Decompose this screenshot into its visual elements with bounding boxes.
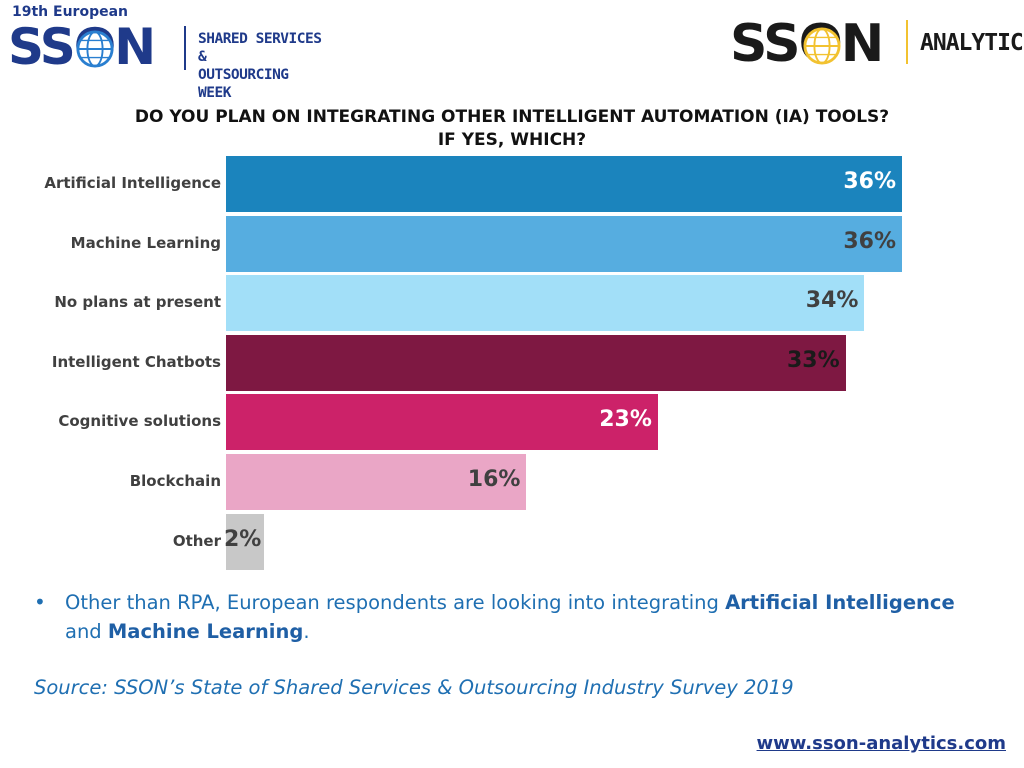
category-label: Artificial Intelligence: [44, 174, 221, 192]
category-label: Blockchain: [129, 472, 221, 490]
insight-middle: and: [65, 620, 108, 643]
bar: [226, 513, 264, 570]
bar: [226, 156, 902, 212]
bar: [226, 275, 865, 332]
insight-bold-ml: Machine Learning: [107, 620, 304, 643]
insight-bold-ai: Artificial Intelligence: [725, 591, 955, 614]
logo-divider: [906, 20, 908, 64]
value-label: 34%: [805, 288, 859, 314]
chart-title-line1: DO YOU PLAN ON INTEGRATING OTHER INTELLI…: [134, 107, 890, 127]
globe-icon: [803, 27, 841, 65]
category-label: Intelligent Chatbots: [51, 352, 221, 371]
bullet-icon: •: [34, 590, 46, 614]
analytics-wordmark: ANALYTICS: [920, 30, 1024, 56]
value-label: 36%: [843, 169, 896, 194]
event-name-line2: OUTSOURCING WEEK: [198, 67, 289, 101]
category-label: No plans at present: [54, 293, 221, 312]
insight-text: Other than RPA, European respondents are…: [65, 588, 995, 646]
value-label: 36%: [843, 228, 896, 254]
value-label: 2%: [224, 526, 262, 552]
bar: [226, 394, 658, 451]
insight-prefix: Other than RPA, European respondents are…: [65, 591, 726, 614]
bar: [226, 334, 846, 391]
globe-icon: [76, 30, 114, 68]
chart-title-line2: IF YES, WHICH?: [437, 130, 587, 150]
category-label: Machine Learning: [70, 233, 221, 252]
value-label: 23%: [599, 407, 652, 433]
category-label: Cognitive solutions: [58, 412, 221, 431]
bar: [226, 215, 902, 272]
event-name-line1: SHARED SERVICES &: [198, 31, 322, 65]
event-edition: 19th European: [12, 4, 128, 20]
insight-suffix: .: [303, 620, 310, 643]
value-label: 33%: [786, 347, 840, 373]
chart-title: DO YOU PLAN ON INTEGRATING OTHER INTELLI…: [0, 106, 1024, 152]
website-link[interactable]: www.sson-analytics.com: [756, 733, 1006, 754]
sson-event-logo: 19th European SSON SHARED SERVICES & OUT…: [8, 4, 328, 101]
source-note: Source: SSON’s State of Shared Services …: [34, 676, 794, 699]
bar: [226, 454, 527, 510]
value-label: 16%: [467, 467, 521, 492]
event-name: SHARED SERVICES & OUTSOURCING WEEK: [198, 30, 328, 102]
sson-analytics-logo: SSON ANALYTICS: [730, 14, 1024, 74]
logo-divider: [184, 26, 186, 70]
category-label: Other: [172, 531, 221, 550]
